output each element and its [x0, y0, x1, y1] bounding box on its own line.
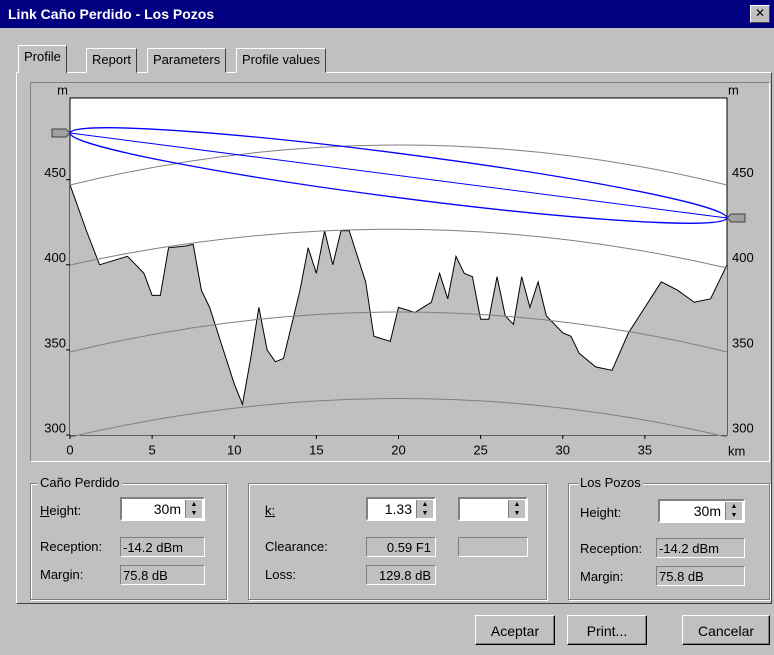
line-of-sight	[69, 132, 728, 219]
height-input[interactable]: 30m ▲ ▼	[658, 499, 745, 523]
y-tick-label-right: 450	[732, 165, 754, 180]
print-button[interactable]: Print...	[567, 615, 647, 645]
value-field: -14.2 dBm	[656, 538, 745, 558]
y-tick-label: 400	[44, 250, 66, 265]
x-tick-label: 5	[149, 442, 156, 457]
cancel-button[interactable]: Cancelar	[682, 615, 770, 645]
y-tick-label: 450	[44, 165, 66, 180]
value-field: 75.8 dB	[656, 566, 745, 586]
label: k:	[265, 503, 276, 518]
tab-panel	[16, 72, 772, 604]
group-title: Caño Perdido	[38, 475, 122, 490]
earth-curve	[69, 228, 728, 269]
x-tick-label: 20	[391, 442, 405, 457]
y-tick-label: 350	[44, 335, 66, 350]
terrain-layer	[69, 184, 728, 435]
value-field: 129.8 dB	[366, 565, 436, 585]
value-field: 0.59 F1	[366, 537, 436, 557]
value-field	[458, 537, 528, 557]
group-box	[30, 483, 227, 600]
tab[interactable]: Parameters	[147, 48, 227, 73]
value-field: -14.2 dBm	[120, 537, 205, 557]
y-unit-left: m	[57, 82, 68, 97]
value: 1.33	[384, 501, 412, 517]
y-tick-label-right: 300	[732, 420, 754, 435]
label: Margin:	[580, 569, 624, 584]
x-tick-label: 15	[309, 442, 323, 457]
terrain-area	[70, 184, 727, 435]
spinner[interactable]: ▲ ▼	[508, 500, 525, 518]
label: Reception:	[580, 541, 643, 556]
earth-curves	[69, 144, 728, 438]
spinner[interactable]: ▲ ▼	[416, 500, 433, 518]
tab[interactable]: Report	[86, 48, 138, 73]
x-tick-label: 25	[473, 442, 487, 457]
chart-frame	[30, 82, 770, 462]
value-field: 75.8 dB	[120, 565, 205, 585]
antenna-right	[726, 213, 746, 223]
label: Height:	[40, 503, 82, 518]
tab[interactable]: Profile values	[236, 48, 327, 73]
spinner[interactable]: ▲ ▼	[725, 502, 742, 520]
label: Height:	[580, 505, 622, 520]
ok-button[interactable]: Aceptar	[475, 615, 555, 645]
y-tick-label-right: 350	[732, 335, 754, 350]
y-tick-label: 300	[44, 420, 66, 435]
group-title: Los Pozos	[578, 475, 643, 490]
y-unit-right: m	[728, 82, 739, 97]
antenna-left	[51, 128, 71, 138]
tab[interactable]: Profile	[18, 45, 67, 73]
input[interactable]: ▲ ▼	[458, 497, 528, 521]
terrain-line	[69, 184, 728, 407]
x-tick-label: 10	[227, 442, 241, 457]
close-button[interactable]: ✕	[750, 5, 770, 23]
group-box	[568, 483, 770, 600]
earth-curve	[69, 398, 728, 438]
title-bar: Link Caño Perdido - Los Pozos	[0, 0, 774, 28]
label: Margin:	[40, 567, 84, 582]
value: 30m	[153, 501, 181, 517]
x-tick-label: 0	[66, 442, 73, 457]
k-input[interactable]: 1.33 ▲ ▼	[366, 497, 436, 521]
window-title: Link Caño Perdido - Los Pozos	[8, 6, 215, 22]
x-unit: km	[728, 443, 745, 458]
height-input[interactable]: 30m ▲ ▼	[120, 497, 205, 521]
earth-curve	[69, 144, 728, 186]
value: 30m	[693, 503, 721, 519]
label: Clearance:	[265, 539, 328, 554]
earth-curve	[69, 311, 728, 353]
group-box	[248, 483, 547, 600]
label: Loss:	[265, 567, 297, 582]
chart: m m km 300 300 350 350 400 400 450 450 0 5 10 15 20 2…	[44, 82, 754, 458]
spinner[interactable]: ▲ ▼	[185, 500, 202, 518]
x-tick-label: 30	[556, 442, 570, 457]
x-tick-label: 35	[638, 442, 652, 457]
y-tick-label-right: 400	[732, 250, 754, 265]
label: Reception:	[40, 539, 103, 554]
